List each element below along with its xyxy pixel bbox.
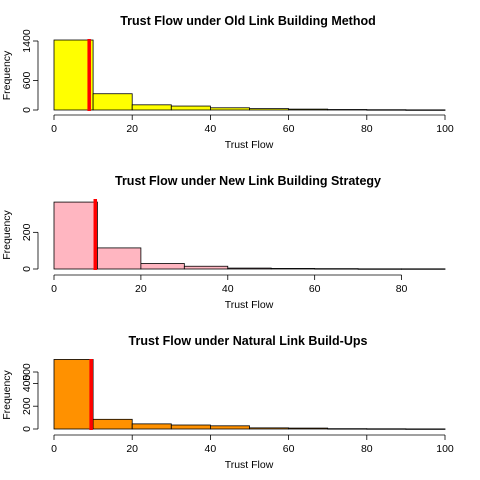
x-tick-label: 40 [205,123,217,135]
y-tick-label: 500 [21,363,33,381]
histogram-bar [53,39,94,111]
x-axis-label: Trust Flow [225,299,274,311]
histogram-bar [140,263,185,270]
x-tick-label: 20 [135,283,147,295]
y-axis-label: Frequency [1,209,13,259]
chart-title: Trust Flow under New Link Building Strat… [115,174,381,188]
x-tick-label: 60 [283,123,295,135]
histogram-bar [92,418,133,430]
histogram-bar [270,268,316,270]
histogram-bar [53,359,94,430]
histogram-bar [366,428,407,430]
y-tick-label: 200 [21,223,33,241]
histogram-bar [357,268,402,270]
x-tick-label: 80 [361,443,373,455]
histogram-bar [401,268,446,270]
x-tick-label: 20 [126,443,138,455]
histogram-bar [327,428,368,430]
histogram-bar [183,265,229,270]
histogram-bar [405,109,446,111]
histogram-bar [405,428,446,430]
histogram-bar [249,427,289,430]
x-axis-label: Trust Flow [225,139,274,151]
y-tick-label: 200 [21,397,33,415]
histogram-bar [227,267,272,270]
x-tick-label: 80 [396,283,408,295]
y-tick-label: 400 [21,374,33,392]
x-tick-label: 60 [309,283,321,295]
histogram-bar [288,108,329,111]
x-axis-label: Trust Flow [225,459,274,471]
histogram-bar [209,107,250,111]
histogram-bar [170,105,211,111]
x-tick-label: 0 [51,443,57,455]
x-tick-label: 60 [283,443,295,455]
y-tick-label: 600 [21,72,33,90]
x-tick-label: 40 [205,443,217,455]
x-tick-label: 0 [51,283,57,295]
x-tick-label: 40 [222,283,234,295]
x-tick-label: 100 [436,123,454,135]
histogram-bar [92,93,133,111]
chart-title: Trust Flow under Natural Link Build-Ups [129,334,368,348]
y-tick-label: 0 [21,266,33,272]
histogram-bar [131,104,172,111]
histogram-bar [170,424,211,430]
y-axis-label: Frequency [1,369,13,419]
y-tick-label: 0 [21,107,33,113]
x-tick-label: 20 [126,123,138,135]
histogram-bar [249,108,289,111]
y-axis-label: Frequency [1,50,13,100]
x-tick-label: 80 [361,123,373,135]
histogram-bar [327,109,368,111]
histogram-bar [314,268,359,270]
histogram-bar [209,425,250,430]
histogram-bar [288,427,329,430]
histogram-bar [366,109,407,111]
y-tick-label: 0 [21,426,33,432]
histogram-bar [131,423,172,430]
chart-title: Trust Flow under Old Link Building Metho… [120,14,376,28]
x-tick-label: 100 [436,443,454,455]
x-tick-label: 0 [51,123,57,135]
histogram-bar [97,247,142,270]
histogram-bar [53,201,98,270]
y-tick-label: 1400 [21,29,33,53]
